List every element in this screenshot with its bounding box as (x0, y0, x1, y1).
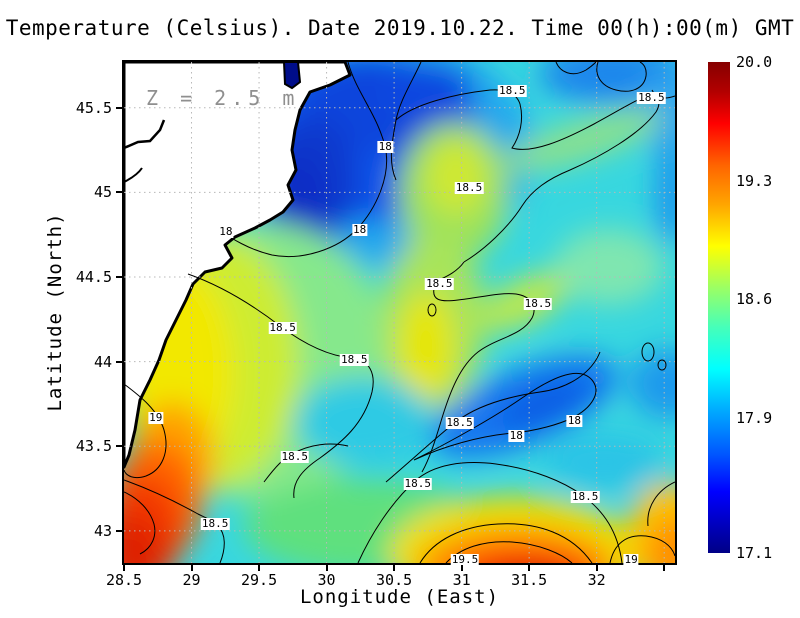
contour-label: 18.5 (268, 321, 297, 335)
plot-area: Z = 2.5 m 18.5 18.5 18 18.5 18 18 18.5 18.5 18.5… (122, 60, 677, 566)
lagoon-line-2 (124, 167, 143, 183)
x-tick-mark (325, 565, 328, 571)
y-tick-label: 44.5 (75, 267, 112, 286)
y-axis-label: Latitude (North) (44, 212, 66, 412)
x-tick-mark (460, 565, 463, 571)
contour-label: 19.5 (450, 552, 480, 566)
y-tick-mark (116, 360, 122, 363)
contour-label: 18.5 (570, 490, 600, 504)
contour-label: 18.5 (454, 180, 484, 194)
colorbar-tick-label: 17.9 (736, 408, 773, 427)
contour-label: 19 (623, 552, 639, 566)
y-tick-label: 45 (93, 183, 112, 202)
x-tick-label: 29 (182, 571, 201, 589)
contour-label: 18.5 (280, 449, 310, 463)
x-axis-label: Longitude (East) (299, 586, 500, 608)
contour-label: 18.5 (523, 297, 553, 311)
x-tick-label: 31.5 (511, 571, 548, 589)
y-tick-label: 44 (93, 352, 112, 371)
depth-annotation: Z = 2.5 m (146, 86, 300, 110)
contour-label: 18.5 (403, 476, 432, 490)
y-tick-mark (116, 529, 122, 532)
contour-label: 18 (508, 429, 524, 443)
colorbar-tick-label: 18.6 (736, 290, 773, 309)
x-tick-mark (663, 565, 666, 571)
y-tick-mark (116, 191, 122, 194)
gridlines (124, 62, 675, 563)
chart-title: Temperature (Celsius). Date 2019.10.22. … (5, 16, 795, 40)
x-tick-label: 28.5 (105, 571, 143, 589)
x-tick-label: 30 (317, 571, 336, 589)
x-tick-label: 31 (452, 571, 471, 589)
contour-label: 18.5 (339, 353, 369, 367)
x-tick-label: 32 (587, 571, 606, 589)
x-tick-mark (393, 565, 396, 571)
contour-label: 18.5 (200, 517, 230, 531)
x-tick-mark (595, 565, 598, 571)
colorbar-tick-label: 19.3 (736, 171, 773, 190)
y-tick-mark (116, 275, 122, 278)
x-tick-mark (190, 565, 193, 571)
sea-temperature-field (124, 62, 675, 563)
colorbar-tick-label: 17.1 (736, 544, 773, 562)
contour-label: 19 (148, 410, 164, 424)
y-tick-label: 43 (93, 521, 112, 540)
contour-label: 18 (377, 139, 393, 153)
land-coastline (124, 62, 352, 469)
contour-label: 18.5 (445, 415, 474, 429)
colorbar-tick-label: 20.0 (736, 53, 773, 71)
contour-label: 18 (352, 222, 368, 236)
y-tick-mark (116, 445, 122, 448)
contour-label: 18 (218, 224, 234, 238)
x-tick-mark (123, 565, 125, 571)
x-tick-mark (258, 565, 261, 571)
x-tick-mark (528, 565, 531, 571)
y-tick-label: 45.5 (75, 98, 112, 117)
y-tick-label: 43.5 (75, 437, 112, 456)
lagoon-line (124, 119, 166, 150)
x-tick-label: 30.5 (376, 571, 413, 589)
contour-label: 18.5 (425, 277, 454, 291)
x-tick-label: 29.5 (240, 571, 278, 589)
contour-label: 18 (566, 414, 582, 428)
colorbar (708, 62, 730, 553)
y-tick-mark (116, 106, 122, 109)
river-mouth-cold-water (282, 62, 302, 90)
contour-label: 18.5 (497, 84, 527, 98)
contour-label: 18.5 (637, 90, 666, 104)
temperature-map (124, 62, 675, 563)
